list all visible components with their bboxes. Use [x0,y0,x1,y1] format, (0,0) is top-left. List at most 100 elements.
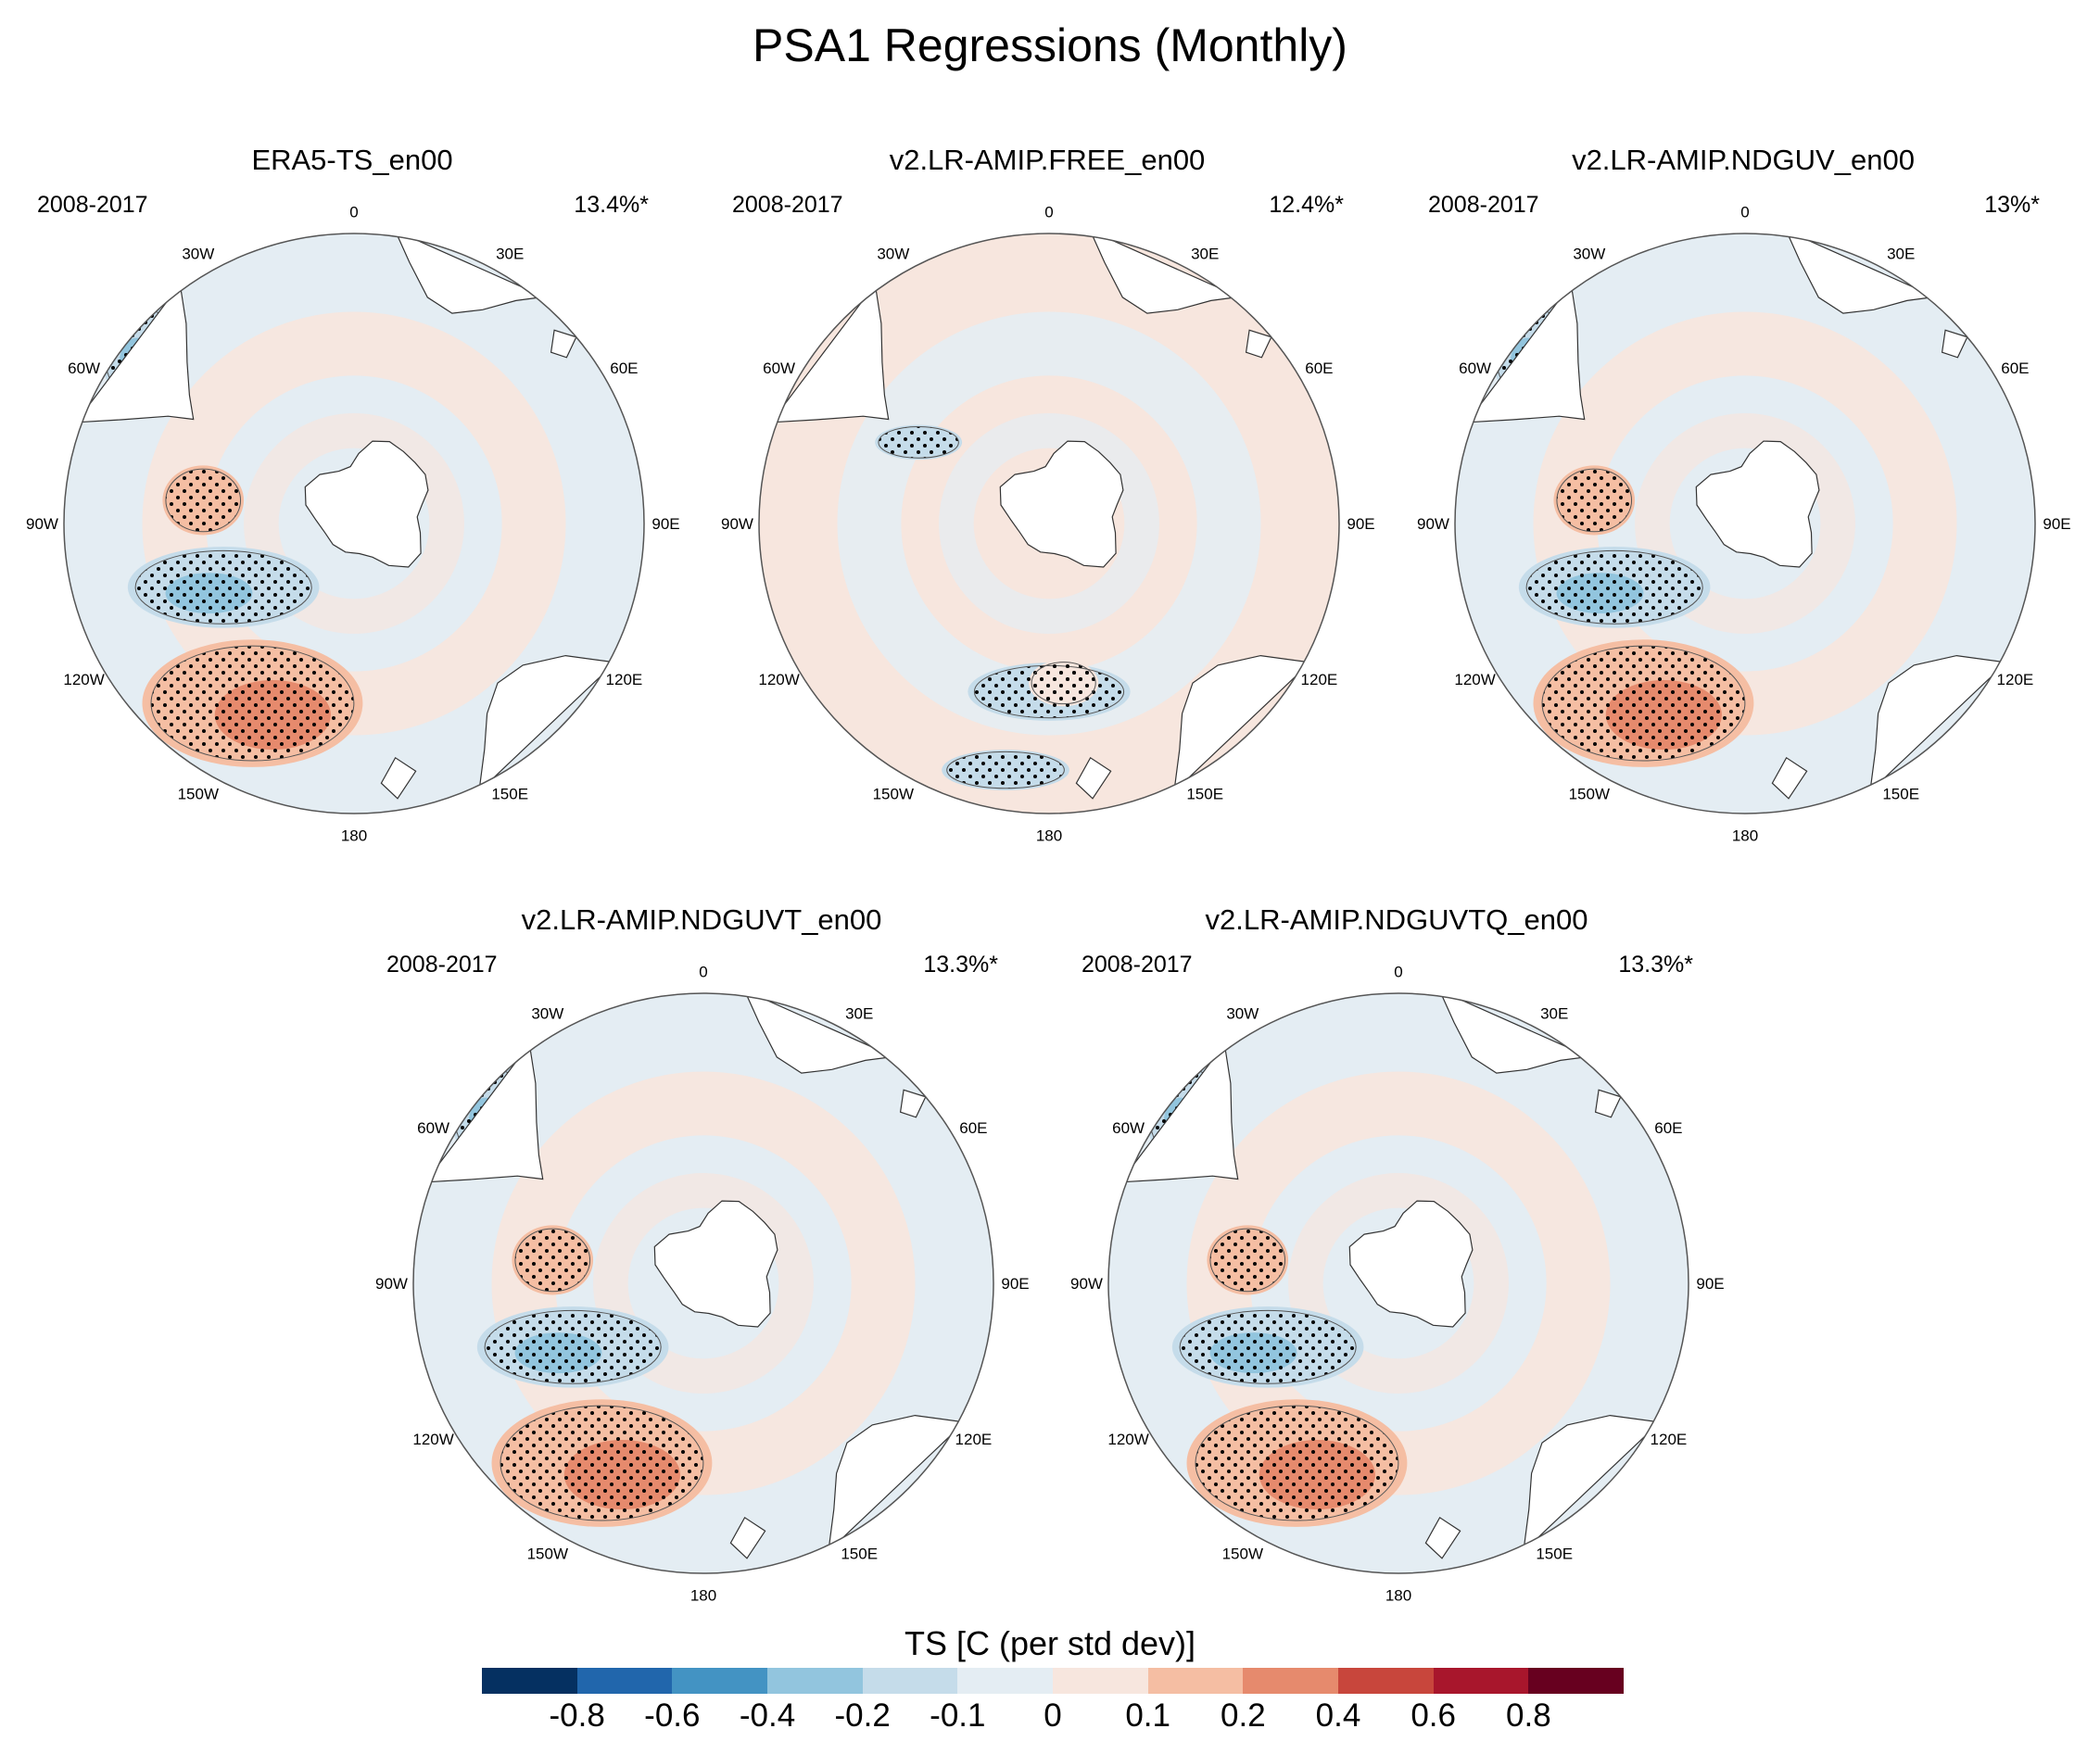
longitude-label: 90W [375,1275,408,1293]
longitude-label: 30W [877,246,909,263]
longitude-label: 60W [417,1119,449,1137]
longitude-label: 180 [341,827,367,845]
longitude-label: 120W [412,1431,453,1448]
significance-stippling [878,425,959,459]
land-mass [424,1042,544,1183]
longitude-label: 0 [699,964,707,981]
land-mass [1771,756,1808,800]
colorbar-swatch [672,1668,768,1694]
significance-stippling [150,645,355,762]
significance-stippling [1556,468,1633,533]
colorbar-tick-label: -0.2 [834,1697,891,1734]
panel-title: ERA5-TS_en00 [251,144,453,176]
longitude-label: 60E [2001,360,2029,377]
significance-stippling [514,1228,591,1293]
map-panel-ndguv: v2.LR-AMIP.NDGUV_en00 2008-2017 13%* 0 30… [1410,144,2077,845]
land-mass [769,283,890,423]
land-mass [899,1089,927,1118]
longitude-label: 150W [1222,1545,1263,1562]
colorbar-swatch [576,1668,673,1694]
polar-map: 0 30E 60E 90E 120E 150E 180 150W 120W 90W 60W 30W [375,964,1030,1605]
map-boundary [63,233,645,814]
period-label: 2008-2017 [1428,192,1539,218]
panel-title: v2.LR-AMIP.NDGUVTQ_en00 [1205,903,1588,936]
variance-label: 12.4%* [1269,192,1344,218]
land-mass [74,283,195,423]
colorbar-tick-label: -0.1 [930,1697,986,1734]
longitude-label: 120W [63,671,104,688]
land-mass [1245,329,1272,359]
longitude-label: 60W [68,360,100,377]
significance-stippling [165,468,242,533]
map-boundary [758,233,1340,814]
longitude-label: 150W [527,1545,568,1562]
significance-stippling [1179,1309,1357,1384]
colorbar-swatch [1243,1668,1339,1694]
significance-stippling [946,751,1065,789]
colorbar-swatch [862,1668,958,1694]
antarctica-land [999,440,1124,568]
colorbar-tick-label: -0.8 [549,1697,605,1734]
colorbar-tick-labels: -0.8 -0.6 -0.4 -0.2 -0.1 0 0.1 0.2 0.4 0.6 0.8 [482,1697,1624,1735]
longitude-label: 150E [841,1545,878,1562]
significance-stippling [500,1405,704,1521]
significance-stippling [1031,662,1096,705]
longitude-label: 150E [1186,785,1223,802]
longitude-label: 90E [1001,1275,1029,1293]
colorbar-swatch [1338,1668,1434,1694]
period-label: 2008-2017 [386,952,498,978]
longitude-label: 150E [1882,785,1919,802]
longitude-label: 60W [763,360,795,377]
colorbar-title: TS [C (per std dev)] [904,1624,1196,1662]
longitude-label: 120E [1651,1431,1688,1448]
colorbar-tick-label: 0.6 [1411,1697,1456,1734]
period-label: 2008-2017 [732,192,843,218]
variance-label: 13.4%* [574,192,649,218]
longitude-label: 120E [606,671,643,688]
longitude-label: 30E [1191,246,1219,263]
colorbar [482,1668,1625,1694]
colorbar-swatch [482,1668,577,1694]
longitude-label: 90E [1347,515,1374,533]
colorbar-swatch [1528,1668,1625,1694]
longitude-label: 90W [1070,1275,1103,1293]
land-mass [729,1516,766,1559]
antarctica-land [1695,440,1820,568]
map-boundary [1454,233,2036,814]
longitude-label: 120E [955,1431,993,1448]
longitude-label: 90W [26,515,58,533]
longitude-label: 30W [531,1005,563,1023]
longitude-label: 90W [721,515,753,533]
variance-label: 13.3%* [923,952,998,978]
antarctica-land [304,440,429,568]
longitude-label: 150W [873,785,914,802]
longitude-label: 120W [1454,671,1495,688]
longitude-label: 0 [1394,964,1402,981]
longitude-label: 90W [1417,515,1449,533]
antarctica-land [653,1200,778,1328]
colorbar-tick-label: 0.4 [1315,1697,1361,1734]
colorbar-tick-label: -0.4 [739,1697,796,1734]
longitude-label: 150W [1569,785,1610,802]
significance-stippling [1209,1228,1286,1293]
land-mass [550,329,577,359]
longitude-label: 30W [1573,246,1605,263]
polar-map: 0 30E 60E 90E 120E 150E 180 150W 120W 90W 60W 30W [721,204,1375,845]
variance-label: 13%* [1984,192,2040,218]
longitude-label: 60W [1112,1119,1145,1137]
longitude-label: 180 [1732,827,1758,845]
land-mass [1594,1089,1622,1118]
variance-label: 13.3%* [1618,952,1693,978]
colorbar-tick-label: 0.1 [1125,1697,1170,1734]
land-mass [1941,329,1968,359]
panel-title: v2.LR-AMIP.NDGUVT_en00 [521,903,882,936]
longitude-label: 60E [959,1119,987,1137]
longitude-label: 30W [182,246,214,263]
map-panel-ndguvt: v2.LR-AMIP.NDGUVT_en00 2008-2017 13.3%* … [368,903,1035,1605]
polar-map: 0 30E 60E 90E 120E 150E 180 150W 120W 90W 60W 30W [1070,964,1725,1605]
significance-stippling [1525,549,1703,625]
longitude-label: 0 [1044,204,1053,221]
polar-map: 0 30E 60E 90E 120E 150E 180 150W 120W 90W 60W 30W [1417,204,2071,845]
longitude-label: 120W [758,671,799,688]
longitude-label: 120E [1997,671,2034,688]
